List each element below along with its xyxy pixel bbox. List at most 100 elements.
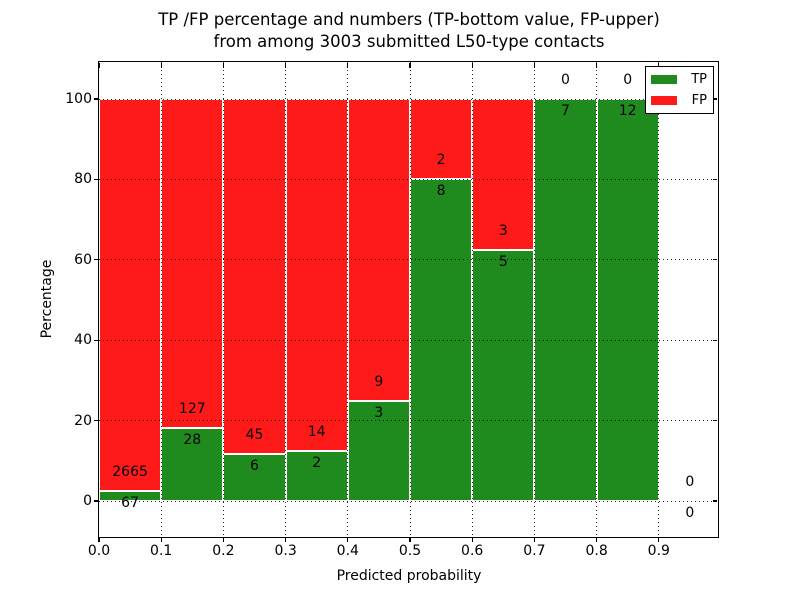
x-tick-label: 0.6: [461, 543, 484, 559]
x-tick-top: [222, 63, 225, 68]
tp-count-label: 6: [250, 457, 259, 474]
tp-count-label: 8: [436, 183, 446, 200]
y-tick-right: [712, 500, 717, 502]
bar-tp-segment: [534, 99, 597, 501]
x-tick-label: 0.9: [647, 543, 670, 559]
gridline-vertical: [658, 62, 660, 537]
y-tick-right: [712, 98, 717, 100]
x-tick: [160, 537, 162, 542]
x-tick: [471, 537, 473, 542]
legend-swatch-tp: [651, 75, 677, 84]
x-tick: [533, 537, 536, 542]
x-tick: [284, 537, 287, 542]
gridline-vertical: [347, 62, 349, 537]
bar-fp-segment: [410, 99, 473, 180]
gridline-vertical: [160, 62, 162, 537]
tp-count-label: 28: [183, 432, 202, 449]
fp-count-label: 3: [498, 222, 508, 239]
bar-tp-segment: [596, 99, 659, 501]
y-tick: [93, 178, 98, 181]
y-tick: [93, 98, 98, 100]
fp-count-label: 2: [436, 152, 446, 169]
bar-fp-segment: [161, 99, 224, 429]
x-tick-label: 0.8: [585, 543, 608, 559]
x-tick-label: 0.4: [336, 543, 359, 559]
bar-fp-segment: [223, 99, 286, 454]
y-tick: [93, 339, 98, 341]
y-tick-right: [712, 339, 717, 341]
x-tick-top: [284, 63, 287, 68]
fp-count-label: 45: [245, 426, 264, 443]
x-tick-label: 0.0: [87, 543, 111, 559]
y-tick: [93, 259, 98, 261]
fp-count-label: 0: [623, 72, 633, 88]
legend-label-fp: FP: [691, 93, 707, 108]
fp-count-label: 0: [685, 474, 695, 490]
gridline-horizontal: [99, 259, 718, 261]
fp-count-label: 14: [307, 423, 326, 440]
x-tick-top: [409, 63, 411, 68]
gridline-vertical: [285, 62, 287, 537]
bar-tp-segment: [223, 453, 286, 501]
legend-item-fp: FP: [651, 94, 707, 107]
x-tick-top: [98, 63, 100, 68]
gridline-horizontal: [99, 500, 718, 502]
tp-count-label: 0: [685, 505, 695, 521]
x-tick-top: [658, 63, 660, 68]
x-tick-label: 0.2: [212, 543, 235, 559]
x-tick: [409, 537, 411, 542]
chart-title-line-2: from among 3003 submitted L50-type conta…: [213, 32, 605, 51]
bar-fp-segment: [472, 99, 535, 250]
y-tick-label: 20: [74, 412, 92, 429]
x-tick-label: 0.7: [523, 543, 546, 559]
bar-tp-segment: [99, 491, 162, 501]
y-tick-label: 80: [74, 171, 92, 188]
bar-tp-segment: [472, 249, 535, 501]
fp-count-label: 2665: [112, 464, 148, 481]
bar-tp-segment: [161, 428, 224, 501]
x-tick: [222, 537, 225, 542]
bar-fp-segment: [99, 99, 162, 492]
x-tick: [347, 537, 349, 542]
x-tick-top: [160, 63, 162, 68]
gridline-horizontal: [99, 339, 718, 341]
x-tick: [595, 537, 598, 542]
y-tick-right: [712, 259, 717, 261]
y-tick-label: 0: [83, 493, 92, 509]
x-tick-label: 0.3: [274, 543, 297, 559]
y-tick-label: 100: [65, 91, 92, 107]
gridline-horizontal: [99, 98, 718, 100]
y-tick: [93, 500, 98, 502]
gridline-vertical: [471, 62, 473, 537]
gridline-vertical: [409, 62, 411, 537]
gridline-vertical: [222, 62, 224, 537]
tp-count-label: 67: [121, 495, 140, 512]
chart-title-line-1: TP /FP percentage and numbers (TP-bottom…: [158, 10, 660, 29]
gridline-horizontal: [99, 178, 718, 180]
legend-swatch-fp: [651, 96, 677, 105]
bar-fp-segment: [285, 99, 348, 451]
chart-title: TP /FP percentage and numbers (TP-bottom…: [89, 9, 729, 53]
fp-count-label: 0: [561, 72, 570, 88]
y-tick-right: [712, 419, 717, 422]
x-tick-top: [533, 63, 536, 68]
tp-count-label: 7: [561, 103, 570, 119]
tp-count-label: 2: [312, 454, 322, 471]
y-tick-label: 60: [74, 251, 92, 268]
y-tick-right: [712, 178, 717, 181]
x-tick: [98, 537, 100, 542]
tp-count-label: 12: [618, 103, 637, 119]
legend-item-tp: TP: [651, 73, 707, 86]
x-tick-top: [595, 63, 598, 68]
gridline-horizontal: [99, 420, 718, 422]
tp-count-label: 3: [374, 404, 384, 421]
x-axis-label: Predicted probability: [336, 568, 482, 584]
tp-count-label: 5: [498, 253, 508, 270]
gridline-vertical: [533, 62, 535, 537]
bar-tp-segment: [285, 450, 348, 501]
bar-fp-segment: [347, 99, 410, 401]
gridline-vertical: [596, 62, 598, 537]
y-tick: [93, 419, 98, 422]
legend: TP FP: [645, 66, 714, 114]
